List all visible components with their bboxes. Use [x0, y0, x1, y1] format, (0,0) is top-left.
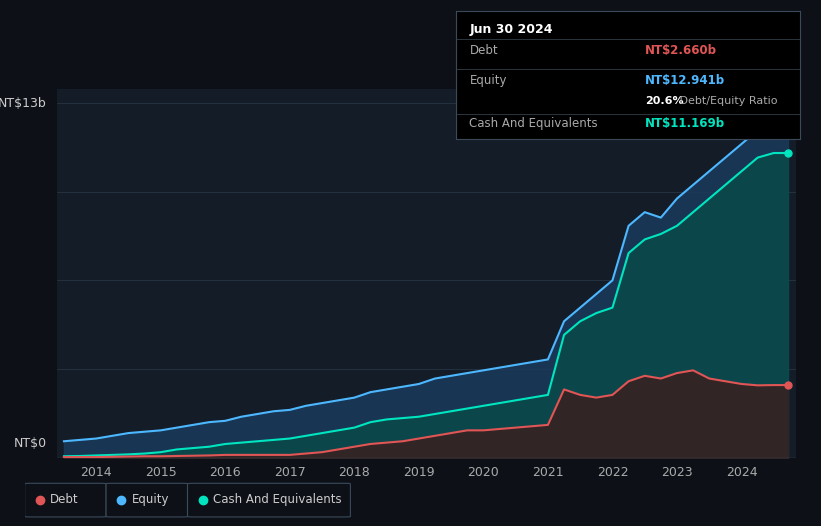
- Text: 20.6%: 20.6%: [645, 96, 684, 106]
- FancyBboxPatch shape: [187, 483, 351, 517]
- Text: Debt: Debt: [50, 493, 79, 506]
- Text: Cash And Equivalents: Cash And Equivalents: [213, 493, 342, 506]
- Text: Cash And Equivalents: Cash And Equivalents: [470, 117, 598, 130]
- Text: NT$2.660b: NT$2.660b: [645, 44, 718, 57]
- Text: NT$12.941b: NT$12.941b: [645, 74, 726, 87]
- FancyBboxPatch shape: [25, 483, 106, 517]
- Text: Debt/Equity Ratio: Debt/Equity Ratio: [677, 96, 777, 106]
- Text: NT$11.169b: NT$11.169b: [645, 117, 726, 130]
- Text: NT$0: NT$0: [13, 437, 47, 450]
- Text: Equity: Equity: [131, 493, 169, 506]
- Text: Equity: Equity: [470, 74, 507, 87]
- Text: Debt: Debt: [470, 44, 498, 57]
- Text: NT$13b: NT$13b: [0, 97, 47, 109]
- Text: Jun 30 2024: Jun 30 2024: [470, 23, 553, 36]
- FancyBboxPatch shape: [106, 483, 187, 517]
